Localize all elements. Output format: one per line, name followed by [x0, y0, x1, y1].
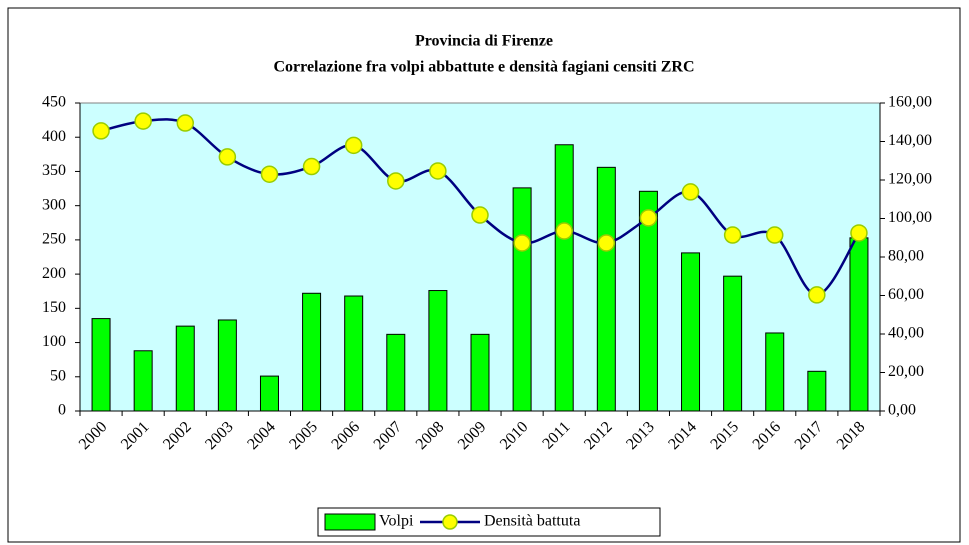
bar: [849, 237, 869, 412]
y2-tick-label: 0,00: [888, 402, 916, 419]
line-marker: [218, 148, 237, 166]
y-tick-label: 400: [42, 128, 66, 145]
bar: [765, 332, 785, 412]
bar: [428, 290, 448, 412]
y-tick-label: 250: [42, 231, 66, 248]
legend-label: Volpi: [379, 513, 414, 530]
y2-tick-label: 80,00: [888, 248, 924, 265]
bar: [681, 252, 701, 412]
legend-swatch: [324, 513, 376, 531]
bar: [512, 187, 532, 412]
line-marker: [555, 222, 573, 240]
y-tick-label: 300: [42, 196, 66, 213]
line-marker: [639, 209, 658, 227]
line-marker: [765, 226, 784, 244]
chart-title: Provincia di Firenze: [415, 33, 553, 50]
line-marker: [260, 165, 279, 183]
line-marker: [387, 172, 405, 190]
bar: [596, 166, 616, 412]
y-tick-label: 50: [50, 367, 66, 384]
line-marker: [850, 224, 868, 242]
y-tick-label: 200: [42, 265, 66, 282]
line-marker: [302, 157, 321, 176]
legend-label: Densità battuta: [484, 513, 580, 530]
y-tick-label: 150: [42, 299, 66, 316]
bar: [133, 350, 153, 412]
y2-tick-label: 20,00: [888, 363, 924, 380]
bar: [344, 295, 364, 412]
bar: [807, 370, 827, 412]
y2-tick-label: 100,00: [888, 209, 932, 226]
y2-tick-label: 120,00: [888, 171, 932, 188]
y-tick-label: 0: [58, 402, 66, 419]
y-tick-label: 100: [42, 333, 66, 350]
line-marker: [808, 286, 826, 304]
line-marker: [429, 162, 447, 180]
y2-tick-label: 60,00: [888, 286, 924, 303]
bar: [386, 333, 406, 412]
y-tick-label: 450: [42, 94, 66, 111]
y2-tick-label: 160,00: [888, 94, 932, 111]
line-marker: [513, 234, 531, 252]
bar: [554, 144, 574, 412]
y-tick-label: 350: [42, 162, 66, 179]
line-marker: [92, 122, 110, 140]
y2-tick-label: 140,00: [888, 132, 932, 149]
line-marker: [344, 136, 363, 155]
chart-subtitle: Correlazione fra volpi abbattute e densi…: [273, 59, 694, 76]
line-marker: [681, 183, 700, 201]
y2-tick-label: 40,00: [888, 325, 924, 342]
line-marker: [597, 234, 616, 252]
bar: [723, 275, 743, 412]
bar: [302, 292, 322, 412]
line-marker: [471, 206, 489, 224]
line-marker: [134, 112, 152, 130]
bar: [470, 333, 490, 412]
bar: [259, 375, 279, 412]
bar: [91, 318, 111, 412]
legend-marker: [442, 514, 458, 530]
bar: [638, 190, 658, 412]
bar: [217, 319, 237, 412]
line-marker: [176, 114, 195, 132]
bar: [175, 325, 195, 412]
line-marker: [723, 226, 742, 244]
